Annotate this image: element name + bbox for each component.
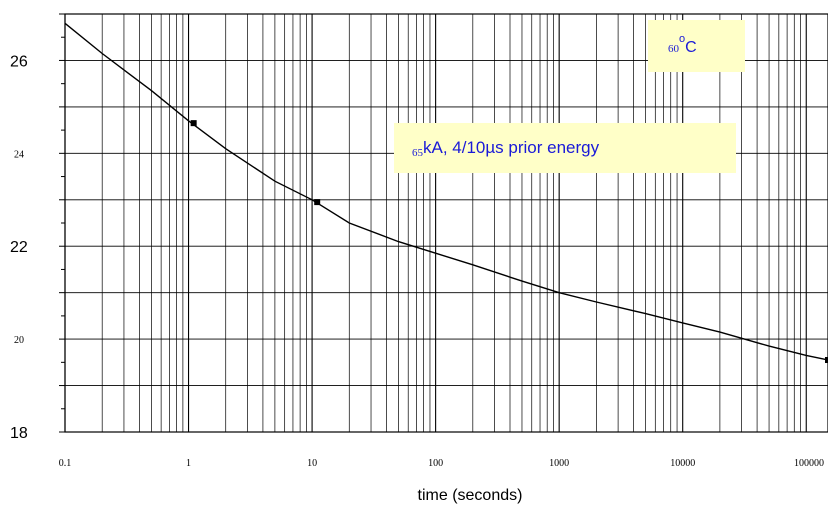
data-markers [190, 120, 828, 364]
y-tick-label: 20 [14, 335, 24, 346]
temperature-annotation: 60oC [648, 20, 745, 72]
series-line [64, 22, 828, 361]
plot-frame [64, 13, 828, 433]
data-point-marker [825, 357, 828, 364]
y-tick-label: 24 [14, 149, 24, 160]
x-axis-label: time (seconds) [418, 487, 523, 504]
data-point-marker [314, 199, 321, 206]
temperature-annotation-box [648, 20, 745, 72]
y-tick-label: 26 [10, 53, 28, 70]
x-tick-label: 1 [186, 458, 191, 469]
y-tick-label: 22 [10, 239, 28, 256]
x-tick-label: 1000 [549, 458, 569, 469]
x-tick-label: 0.1 [59, 458, 72, 469]
x-tick-labels: 0.1 1 10 100 1000 10000 100000 [59, 458, 824, 469]
y-tick-labels: 26 24 22 20 18 [10, 53, 28, 442]
temperature-annotation-text: 60oC [668, 33, 697, 56]
energy-sub: 65 [412, 147, 424, 159]
temperature-sub: 60 [668, 43, 680, 55]
x-tick-label: 100000 [794, 458, 824, 469]
energy-annotation-box [394, 123, 736, 173]
x-tick-label: 10 [307, 458, 317, 469]
energy-annotation: 65kA, 4/10µs prior energy [394, 123, 736, 173]
grid-lines [59, 13, 828, 433]
energy-label: kA, 4/10µs prior energy [423, 138, 600, 157]
x-tick-label: 100 [428, 458, 443, 469]
temperature-sup: o [679, 33, 685, 45]
x-tick-label: 10000 [670, 458, 695, 469]
y-tick-label: 18 [10, 425, 28, 442]
energy-annotation-text: 65kA, 4/10µs prior energy [412, 138, 600, 159]
data-point-marker [190, 120, 197, 127]
temperature-unit: C [685, 39, 697, 56]
